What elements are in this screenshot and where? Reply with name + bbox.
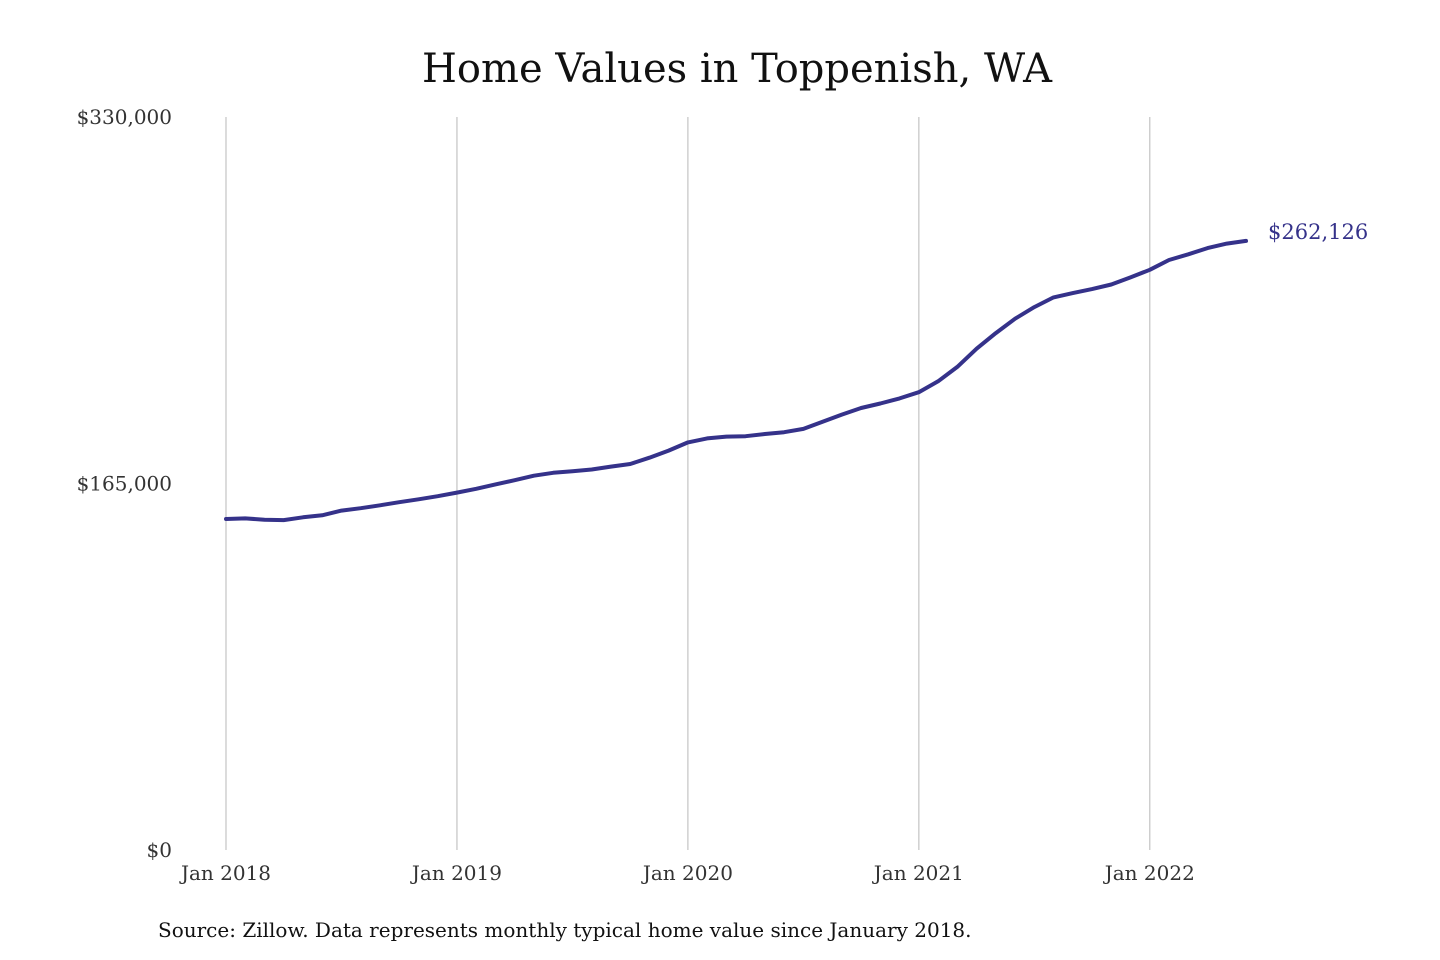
end-value-label: $262,126 <box>1268 220 1368 244</box>
vertical-gridlines <box>225 117 1151 850</box>
chart-title: Home Values in Toppenish, WA <box>422 46 1053 92</box>
y-tick-label: $330,000 <box>77 105 172 129</box>
x-tick-label: Jan 2022 <box>1103 861 1195 885</box>
y-axis-labels: $0 $165,000 $330,000 <box>77 105 172 862</box>
x-tick-label: Jan 2018 <box>179 861 271 885</box>
x-tick-label: Jan 2020 <box>641 861 733 885</box>
series-line-0 <box>224 238 1248 523</box>
y-tick-label: $165,000 <box>77 472 172 496</box>
x-tick-label: Jan 2019 <box>410 861 502 885</box>
x-tick-label: Jan 2021 <box>872 861 964 885</box>
y-tick-label: $0 <box>147 838 172 862</box>
series-layer <box>224 238 1248 523</box>
x-axis-labels: Jan 2018 Jan 2019 Jan 2020 Jan 2021 Jan 2022 <box>179 861 1195 885</box>
source-note: Source: Zillow. Data represents monthly … <box>158 918 972 942</box>
